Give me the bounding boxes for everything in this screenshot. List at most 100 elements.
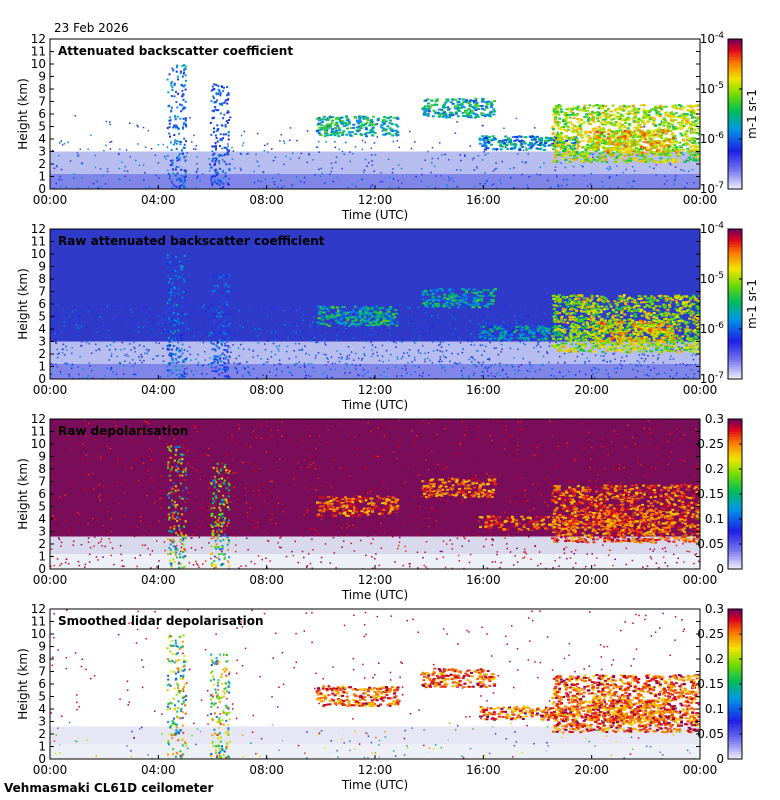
cloud-cell — [644, 152, 648, 155]
noise-cell — [298, 342, 300, 345]
noise-cell — [285, 155, 287, 158]
plume-cell — [184, 65, 187, 68]
cloud-cell — [386, 323, 390, 326]
noise-cell — [293, 330, 295, 332]
cloud-cell — [319, 307, 323, 310]
cloud-cell — [620, 132, 624, 135]
plume-cell — [181, 343, 184, 346]
noise-cell — [606, 167, 608, 170]
noise-cell — [609, 176, 611, 178]
cloud-cell — [368, 131, 372, 134]
plume-cell — [178, 186, 181, 189]
cloud-cell — [368, 321, 372, 324]
cloud-cell — [684, 133, 688, 136]
cloud-cell — [679, 116, 683, 119]
noise-cell — [155, 313, 157, 315]
cloud-cell — [361, 115, 365, 118]
cloud-cell — [648, 130, 652, 133]
cloud-cell — [513, 145, 517, 148]
plume-cell — [211, 175, 214, 178]
cloud-cell — [358, 312, 362, 315]
noise-cell — [335, 338, 338, 341]
cloud-cell — [632, 107, 636, 110]
cloud-cell — [597, 143, 601, 146]
noise-cell — [260, 180, 262, 183]
cloud-cell — [612, 140, 616, 143]
cloud-cell — [345, 133, 349, 136]
noise-cell — [551, 314, 553, 316]
cloud-cell — [566, 147, 570, 150]
cloud-cell — [531, 144, 535, 147]
noise-cell — [295, 176, 298, 178]
noise-cell — [385, 376, 388, 378]
noise-cell — [165, 158, 167, 160]
noise-cell — [171, 186, 173, 189]
cloud-cell — [615, 150, 619, 153]
cloud-cell — [661, 160, 665, 163]
colorbar-segment — [728, 114, 742, 117]
cloud-cell — [480, 104, 484, 107]
noise-cell — [468, 358, 470, 361]
noise-cell — [340, 358, 343, 360]
cloud-cell — [442, 110, 446, 113]
cloud-cell — [651, 139, 655, 142]
plume-cell — [179, 350, 182, 353]
noise-cell — [143, 179, 145, 181]
noise-cell — [479, 318, 482, 320]
cloud-cell — [689, 105, 693, 108]
cloud-cell — [319, 311, 323, 314]
noise-cell — [276, 186, 279, 188]
cloud-cell — [616, 139, 620, 142]
noise-cell — [52, 187, 55, 189]
cloud-cell — [535, 135, 539, 138]
noise-cell — [117, 305, 120, 308]
noise-cell — [410, 147, 413, 150]
plume-cell — [225, 163, 228, 166]
cloud-cell — [316, 123, 320, 126]
cloud-cell — [564, 129, 568, 132]
noise-cell — [692, 314, 694, 316]
cloud-cell — [621, 147, 625, 150]
noise-cell — [504, 146, 507, 149]
cloud-cell — [623, 126, 627, 129]
plume-cell — [181, 95, 184, 98]
plume-cell — [210, 133, 213, 136]
noise-cell — [672, 349, 674, 351]
noise-cell — [129, 179, 131, 182]
cloud-cell — [698, 130, 700, 133]
noise-cell — [165, 304, 167, 306]
cloud-cell — [668, 149, 672, 152]
noise-cell — [609, 361, 612, 363]
noise-cell — [329, 333, 332, 336]
cloud-cell — [383, 116, 387, 119]
cloud-cell — [561, 138, 565, 141]
date-label: 23 Feb 2026 — [54, 21, 129, 35]
cloud-cell — [630, 132, 634, 135]
cloud-cell — [358, 308, 362, 311]
plume-cell — [222, 186, 225, 189]
cloud-cell — [625, 117, 629, 120]
plume-cell — [215, 137, 218, 140]
noise-cell — [336, 350, 338, 352]
cloud-cell — [696, 148, 700, 151]
noise-cell — [539, 174, 541, 176]
cloud-cell — [539, 140, 543, 143]
cloud-cell — [375, 319, 379, 322]
cloud-cell — [482, 139, 486, 142]
noise-cell — [535, 344, 538, 347]
tick-exponent: -5 — [715, 81, 724, 91]
cloud-cell — [556, 106, 560, 109]
noise-cell — [330, 162, 333, 165]
noise-cell — [463, 154, 466, 156]
noise-cell — [66, 349, 68, 351]
noise-cell — [680, 169, 682, 171]
noise-cell — [303, 310, 306, 312]
noise-cell — [138, 330, 140, 333]
cloud-cell — [669, 153, 673, 156]
colorbar-segment — [728, 179, 742, 182]
colorbar-segment — [728, 186, 742, 190]
noise-cell — [418, 338, 421, 341]
noise-cell — [371, 355, 373, 358]
noise-cell — [112, 371, 114, 374]
colorbar: 10-710-610-510-4m-1 sr-1 — [700, 31, 759, 196]
